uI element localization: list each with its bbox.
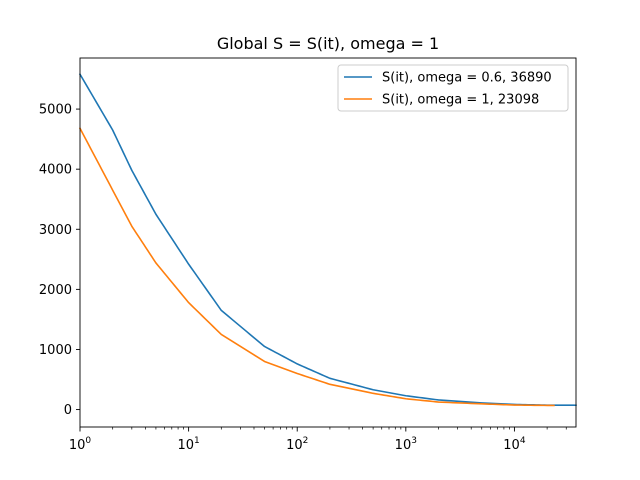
y-tick-label: 1000: [39, 343, 72, 358]
axes-frame: [79, 57, 577, 428]
y-tick-label: 5000: [39, 103, 72, 118]
chart-title: Global S = S(it), omega = 1: [217, 34, 439, 53]
x-tick-label: 102: [286, 436, 308, 453]
legend-label-1: S(it), omega = 0.6, 36890: [382, 71, 552, 86]
series-line-2: [78, 127, 555, 407]
y-tick-label: 0: [64, 403, 72, 418]
x-tick-label: 101: [177, 436, 199, 453]
legend: S(it), omega = 0.6, 36890 S(it), omega = …: [337, 64, 569, 112]
plot-area: [78, 73, 577, 407]
axes: 0 1000 2000 3000 4000 5000 100 101 102 103 104: [39, 57, 577, 453]
x-tick-label: 103: [395, 436, 417, 453]
x-tick-label: 100: [69, 436, 92, 453]
legend-label-2: S(it), omega = 1, 23098: [382, 93, 539, 108]
y-tick-label: 3000: [39, 223, 72, 238]
y-tick-label: 4000: [39, 163, 72, 178]
x-tick-label: 104: [503, 436, 526, 453]
y-tick-label: 2000: [39, 283, 72, 298]
legend-box: [337, 64, 569, 112]
